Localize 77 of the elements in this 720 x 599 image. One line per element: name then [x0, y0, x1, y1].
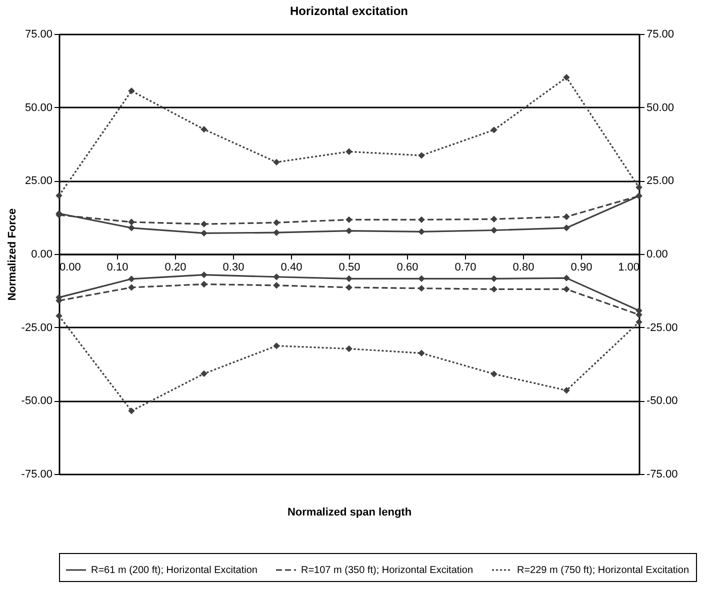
y2-tick-label: -75.00: [646, 468, 678, 480]
point: [563, 74, 570, 81]
x-tick-label: 0.10: [106, 262, 128, 274]
x-tick-label: 0.50: [338, 262, 360, 274]
point: [418, 216, 425, 224]
y-tick-label: -25.00: [21, 322, 52, 334]
legend-label: R=61 m (200 ft); Horizontal Excitation: [91, 565, 258, 576]
y-tick-label: -75.00: [21, 468, 52, 480]
point: [490, 275, 498, 282]
point: [418, 275, 425, 282]
point: [200, 126, 208, 133]
point: [128, 218, 135, 226]
point: [56, 312, 62, 320]
point: [563, 224, 570, 232]
point: [563, 274, 570, 282]
point: [636, 184, 642, 191]
point: [418, 284, 425, 292]
point: [273, 342, 280, 350]
point: [490, 286, 498, 293]
y-tick-label: -50.00: [21, 395, 52, 408]
point: [200, 370, 208, 378]
x-tick-label: 0.40: [280, 262, 302, 274]
y2-tick-label: -25.00: [646, 322, 678, 334]
y-tick-label: 50.00: [24, 102, 52, 114]
point: [273, 219, 280, 226]
point: [346, 227, 352, 234]
x-tick-label: 0.80: [512, 262, 534, 274]
point: [128, 88, 135, 94]
y-tick-label: 0.00: [31, 248, 52, 260]
chart-title: Horizontal excitation: [290, 4, 408, 18]
x-tick-label: 0.70: [454, 262, 476, 274]
y2-tick-label: 25.00: [646, 175, 674, 188]
point: [346, 284, 352, 291]
point: [418, 152, 425, 159]
point: [490, 370, 498, 378]
x-tick-label: 0.00: [60, 262, 81, 274]
point: [200, 220, 208, 228]
point: [200, 271, 208, 278]
legend-label: R=229 m (750 ft); Horizontal Excitation: [517, 565, 690, 576]
legend-label: R=107 m (350 ft); Horizontal Excitation: [301, 565, 474, 576]
x-axis-title: Normalized span length: [287, 506, 412, 518]
point: [128, 408, 135, 414]
point: [418, 228, 425, 236]
point: [418, 350, 425, 356]
point: [346, 345, 352, 352]
y2-tick-label: 75.00: [646, 28, 674, 40]
x-tick-label: 0.30: [222, 262, 244, 274]
point: [346, 148, 352, 155]
point: [273, 282, 280, 289]
y-tick-label: 25.00: [24, 175, 52, 188]
point: [636, 318, 642, 326]
x-tick-label: 0.90: [570, 262, 592, 274]
point: [346, 216, 352, 224]
point: [563, 213, 570, 220]
point: [346, 275, 352, 282]
point: [490, 216, 498, 222]
x-tick-label: 1.00: [618, 262, 640, 274]
point: [563, 387, 570, 394]
point: [200, 280, 208, 288]
point: [490, 126, 498, 134]
y2-tick-label: 50.00: [646, 102, 674, 114]
y2-tick-label: 0.00: [646, 248, 668, 260]
y-tick-label: 75.00: [24, 28, 52, 40]
point: [563, 286, 570, 293]
point: [273, 274, 280, 280]
point: [273, 158, 280, 166]
x-tick-label: 0.60: [396, 262, 418, 274]
point: [128, 276, 135, 282]
y-axis-title: Normalized Force: [6, 208, 18, 301]
y2-tick-label: -50.00: [646, 395, 678, 408]
point: [56, 192, 62, 199]
point: [128, 284, 135, 291]
point: [490, 226, 498, 234]
point: [128, 224, 135, 232]
point: [273, 229, 280, 236]
point: [200, 230, 208, 237]
x-tick-label: 0.20: [164, 262, 186, 274]
